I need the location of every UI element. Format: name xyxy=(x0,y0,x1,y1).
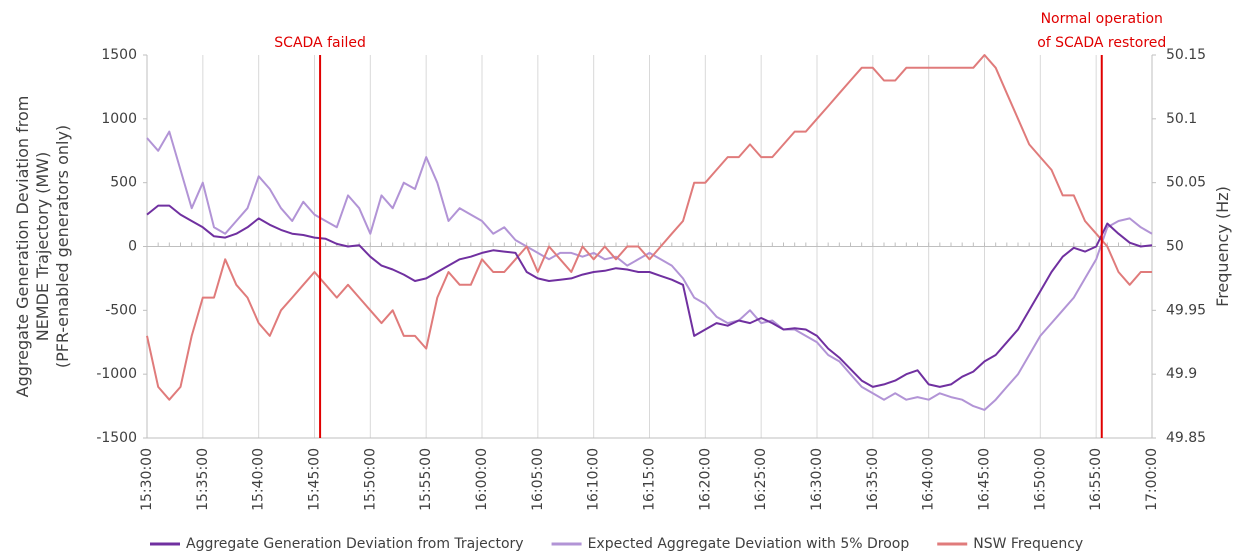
series-line xyxy=(146,204,1153,388)
x-tick-label: 16:55:00 xyxy=(1088,448,1104,511)
y2-tick-label: 49.95 xyxy=(1166,302,1206,318)
x-tick-label: 16:35:00 xyxy=(865,448,881,511)
y-axis-title-line: Aggregate Generation Deviation from xyxy=(13,96,32,398)
x-tick-label: 16:50:00 xyxy=(1032,448,1048,511)
x-tick-label: 15:50:00 xyxy=(362,448,378,511)
y2-tick-label: 49.85 xyxy=(1166,430,1206,446)
y2-tick-label: 50 xyxy=(1166,239,1184,255)
y-tick-label: 500 xyxy=(110,175,137,191)
annotation-text: SCADA failed xyxy=(274,35,366,51)
y2-tick-label: 49.9 xyxy=(1166,366,1197,382)
legend-label: Expected Aggregate Deviation with 5% Dro… xyxy=(588,536,910,552)
x-tick-label: 15:30:00 xyxy=(139,448,155,511)
annotation-text: of SCADA restored xyxy=(1037,35,1166,51)
y2-tick-label: 50.05 xyxy=(1166,175,1206,191)
x-tick-label: 16:00:00 xyxy=(474,448,490,511)
y2-axis-title: Frequency (Hz) xyxy=(1213,186,1232,307)
y-tick-label: 0 xyxy=(128,239,137,255)
y-axis-title-line: (PFR-enabled generators only) xyxy=(53,125,72,368)
legend-label: Aggregate Generation Deviation from Traj… xyxy=(186,536,524,552)
x-tick-label: 16:10:00 xyxy=(586,448,602,511)
legend-label: NSW Frequency xyxy=(973,536,1083,552)
series-line xyxy=(146,130,1153,411)
y-tick-label: -1000 xyxy=(96,366,137,382)
y-tick-label: 1500 xyxy=(101,47,137,63)
x-tick-label: 15:40:00 xyxy=(251,448,267,511)
x-tick-label: 15:55:00 xyxy=(418,448,434,511)
y-axis-title-line: NEMDE Trajectory (MW) xyxy=(33,152,52,342)
x-tick-label: 16:40:00 xyxy=(921,448,937,511)
x-tick-label: 16:25:00 xyxy=(753,448,769,511)
y-tick-label: 1000 xyxy=(101,111,137,127)
x-tick-label: 16:45:00 xyxy=(977,448,993,511)
annotation-text: Normal operation xyxy=(1041,11,1163,27)
y-tick-label: -1500 xyxy=(96,430,137,446)
x-tick-label: 17:00:00 xyxy=(1144,448,1160,511)
y2-tick-label: 50.15 xyxy=(1166,47,1206,63)
y-axis-title: Aggregate Generation Deviation fromNEMDE… xyxy=(13,96,72,398)
x-tick-label: 15:45:00 xyxy=(307,448,323,511)
y-tick-label: -500 xyxy=(105,302,137,318)
series-line xyxy=(146,54,1152,401)
y2-tick-label: 50.1 xyxy=(1166,111,1197,127)
x-tick-label: 16:20:00 xyxy=(697,448,713,511)
x-tick-label: 15:35:00 xyxy=(195,448,211,511)
x-tick-label: 16:30:00 xyxy=(809,448,825,511)
x-tick-label: 16:05:00 xyxy=(530,448,546,511)
x-tick-label: 16:15:00 xyxy=(642,448,658,511)
